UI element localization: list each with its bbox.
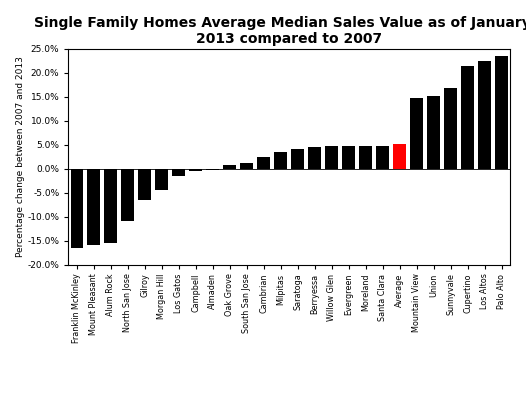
Bar <box>291 149 304 168</box>
Bar <box>359 146 372 168</box>
Bar <box>326 146 338 168</box>
Y-axis label: Percentage change between 2007 and 2013: Percentage change between 2007 and 2013 <box>16 56 25 257</box>
Bar <box>478 61 491 168</box>
Bar <box>377 146 389 168</box>
Bar <box>173 168 185 176</box>
Bar <box>275 152 287 168</box>
Bar <box>224 165 236 168</box>
Bar <box>444 88 457 168</box>
Bar <box>427 96 440 168</box>
Bar <box>206 168 219 170</box>
Bar <box>495 56 508 168</box>
Title: Single Family Homes Average Median Sales Value as of January 1
2013 compared to : Single Family Homes Average Median Sales… <box>34 16 526 46</box>
Bar <box>105 168 117 243</box>
Bar <box>70 168 83 248</box>
Bar <box>257 157 270 168</box>
Bar <box>342 146 355 168</box>
Bar <box>122 168 134 221</box>
Bar <box>410 98 423 168</box>
Bar <box>87 168 100 245</box>
Bar <box>138 168 151 200</box>
Bar <box>393 144 406 168</box>
Bar <box>461 66 474 168</box>
Bar <box>240 163 253 168</box>
Bar <box>189 168 202 171</box>
Bar <box>308 147 321 168</box>
Bar <box>156 168 168 190</box>
